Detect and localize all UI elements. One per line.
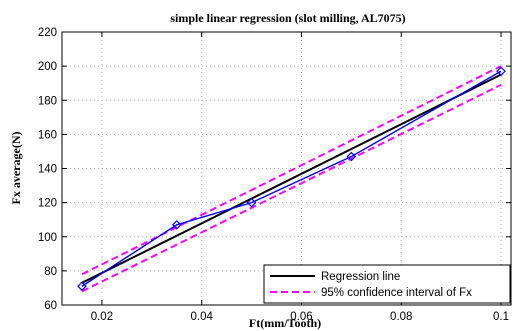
data-point-marker bbox=[171, 219, 182, 230]
axis-ticks: 0.02 0.04 0.06 0.08 0.1 60 80 100 120 140 160 180 20… bbox=[38, 27, 511, 323]
data-point-marker bbox=[246, 197, 257, 208]
y-axis-label: Fx average(N) bbox=[9, 132, 23, 205]
legend: Regression line 95% confidence interval … bbox=[263, 264, 511, 304]
legend-label-regression: Regression line bbox=[321, 271, 400, 283]
data-point-marker bbox=[496, 66, 506, 77]
y-tick-label: 220 bbox=[38, 27, 57, 39]
y-tick-label: 180 bbox=[38, 95, 57, 107]
x-tick-label: 0.1 bbox=[493, 311, 509, 323]
chart-title: simple linear regression (slot milling, … bbox=[170, 11, 405, 25]
x-tick-label: 0.02 bbox=[91, 311, 113, 323]
series-line-regression bbox=[81, 73, 502, 284]
series-line-ci_lower bbox=[81, 83, 502, 293]
series-layer bbox=[77, 65, 506, 293]
series-line-ci_upper bbox=[81, 65, 502, 276]
y-tick-label: 140 bbox=[38, 164, 57, 176]
y-tick-label: 160 bbox=[38, 129, 57, 141]
y-tick-label: 100 bbox=[38, 232, 57, 244]
x-axis-label: Ft(mm/Tooth) bbox=[249, 316, 321, 330]
y-tick-label: 60 bbox=[44, 300, 57, 312]
x-tick-label: 0.08 bbox=[390, 311, 412, 323]
legend-box bbox=[263, 264, 511, 304]
series-line-measured bbox=[81, 70, 502, 287]
y-tick-label: 120 bbox=[38, 198, 57, 210]
grid-lines bbox=[62, 32, 511, 305]
y-tick-label: 200 bbox=[38, 61, 57, 73]
y-tick-label: 80 bbox=[44, 266, 57, 278]
x-tick-label: 0.04 bbox=[190, 311, 213, 323]
data-point-marker bbox=[77, 281, 87, 292]
data-point-marker bbox=[346, 151, 357, 162]
legend-label-confidence: 95% confidence interval of Fx bbox=[321, 287, 472, 299]
x-tick-label: 0.06 bbox=[290, 311, 312, 323]
